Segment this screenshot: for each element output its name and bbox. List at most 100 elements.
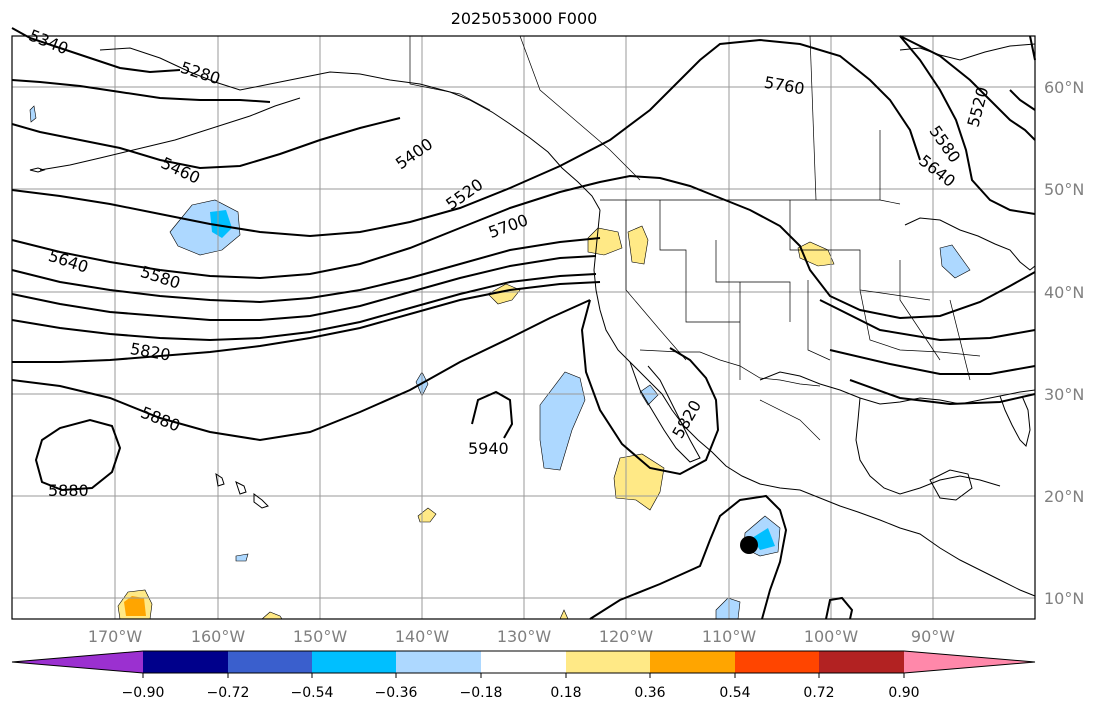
latitude-axis: 60°N 50°N 40°N 30°N 20°N 10°N	[1044, 78, 1084, 608]
contour-line	[11, 27, 181, 74]
contour-line	[11, 117, 401, 170]
great-lakes	[904, 217, 1036, 271]
political-borders	[409, 35, 981, 441]
contour-line	[589, 494, 788, 620]
contour-line	[471, 390, 514, 439]
longitude-label: 140°W	[395, 627, 450, 646]
colorbar-segment	[143, 651, 228, 673]
contour-line	[12, 281, 601, 363]
gulf-coast	[759, 371, 1036, 405]
contour-line	[11, 174, 1036, 320]
negative-anomaly-area	[235, 553, 249, 562]
latitude-label: 30°N	[1044, 385, 1084, 404]
colorbar-tick-label: −0.72	[207, 685, 250, 701]
mexico-state-line	[759, 399, 821, 441]
colorbar-segment	[819, 651, 904, 673]
storm-center-marker	[740, 536, 758, 554]
negative-anomaly-core	[210, 210, 232, 238]
negative-anomaly-area	[939, 244, 971, 279]
contour-line	[829, 349, 1036, 375]
alaska-canada-border	[409, 36, 491, 111]
colorbar-segment	[396, 651, 481, 673]
colorbar-tick-label: 0.36	[634, 685, 665, 701]
contour-line	[11, 79, 271, 103]
state-line	[625, 200, 687, 361]
colorbar-tick-label: 0.54	[719, 685, 750, 701]
longitude-axis: 170°W 160°W 150°W 140°W 130°W 120°W 110°…	[88, 627, 955, 646]
yucatan	[929, 469, 973, 501]
latitude-label: 10°N	[1044, 589, 1084, 608]
hudson-bay-edge	[899, 43, 1036, 61]
contour-line	[11, 273, 597, 342]
colorbar-segment	[312, 651, 396, 673]
longitude-label: 90°W	[911, 627, 955, 646]
positive-anomaly-area	[797, 241, 835, 267]
colorbar-segment	[481, 651, 566, 673]
latitude-label: 60°N	[1044, 78, 1084, 97]
west-coast	[593, 209, 1036, 597]
state-line	[899, 260, 941, 361]
positive-anomaly-area	[627, 225, 649, 265]
florida	[999, 395, 1031, 447]
contour-label: 5940	[468, 439, 509, 458]
colorbar: −0.90 −0.72 −0.54 −0.36 −0.18 0.18 0.36 …	[11, 650, 1036, 701]
negative-anomaly-area	[715, 597, 741, 620]
latitude-label: 20°N	[1044, 487, 1084, 506]
state-line	[659, 200, 740, 323]
colorbar-segment	[228, 651, 312, 673]
canada-province-line	[809, 35, 817, 201]
contour-line	[11, 299, 591, 442]
state-line	[789, 200, 931, 301]
baja-peninsula	[629, 361, 701, 463]
contour-line	[1029, 35, 1036, 61]
longitude-label: 100°W	[804, 627, 859, 646]
mexico-east-coast	[855, 397, 1001, 495]
coastlines	[29, 43, 1036, 597]
colorbar-segment	[735, 651, 819, 673]
contour-line	[825, 596, 854, 620]
contour-line	[1009, 89, 1036, 111]
longitude-label: 150°W	[293, 627, 348, 646]
contour-line	[11, 237, 601, 304]
colorbar-ticks	[142, 673, 905, 678]
longitude-label: 160°W	[191, 627, 246, 646]
longitude-label: 170°W	[88, 627, 143, 646]
colorbar-tick-label: −0.36	[375, 685, 418, 701]
colorbar-tick-label: −0.54	[291, 685, 334, 701]
colorbar-segments	[11, 650, 1036, 674]
colorbar-segment	[650, 651, 735, 673]
positive-anomaly-core	[124, 596, 146, 616]
latitude-label: 50°N	[1044, 180, 1084, 199]
contour-line	[580, 299, 720, 476]
colorbar-tick-label: −0.90	[122, 685, 165, 701]
alaska-coast	[99, 47, 601, 211]
contour-line	[11, 38, 921, 238]
canada-province-line	[519, 35, 641, 181]
colorbar-tick-label: 0.90	[888, 685, 919, 701]
hawaii-island	[215, 472, 225, 487]
contour-line	[34, 418, 122, 492]
height-contours	[11, 27, 1036, 620]
contour-line	[899, 35, 1036, 215]
negative-anomaly-area	[539, 371, 586, 471]
colorbar-extend-min	[12, 651, 143, 673]
aleutian-chain	[39, 97, 301, 171]
contour-line	[11, 255, 597, 321]
colorbar-tick-label: 0.18	[550, 685, 581, 701]
longitude-label: 110°W	[702, 627, 757, 646]
hawaii-island	[235, 481, 247, 495]
contour-line	[849, 379, 1036, 406]
longitude-label: 120°W	[599, 627, 654, 646]
state-line	[807, 280, 831, 361]
colorbar-tick-label: 0.72	[803, 685, 834, 701]
latitude-label: 40°N	[1044, 283, 1084, 302]
island-chain	[29, 167, 46, 173]
map-title: 2025053000 F000	[450, 9, 598, 28]
negative-anomaly-area	[29, 105, 37, 123]
colorbar-extend-max	[904, 651, 1035, 673]
contour-line	[899, 35, 1036, 141]
colorbar-segment	[566, 651, 650, 673]
contour-line	[819, 299, 1036, 342]
longitude-label: 130°W	[497, 627, 552, 646]
